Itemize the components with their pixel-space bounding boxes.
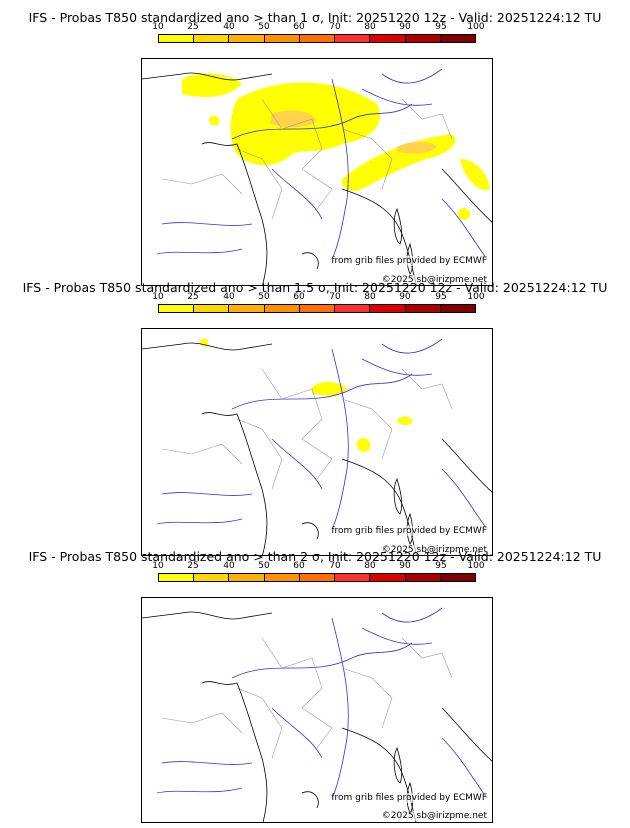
coastlines xyxy=(142,72,492,285)
colorbar-segment xyxy=(440,574,475,581)
probability-fill-high xyxy=(270,110,437,154)
rivers xyxy=(156,68,488,260)
colorbar-tick: 95 xyxy=(435,22,447,32)
map-panel-2: IFS - Probas T850 standardized ano > tha… xyxy=(0,280,630,556)
colorbar-tick: 70 xyxy=(329,292,341,302)
colorbar-tick: 100 xyxy=(467,561,485,571)
colorbar-tick: 60 xyxy=(293,561,305,571)
rivers xyxy=(156,607,488,799)
colorbar-segment xyxy=(405,574,441,581)
colorbar-tick: 80 xyxy=(364,292,376,302)
colorbar-tick: 50 xyxy=(258,561,270,571)
colorbar-segment xyxy=(440,305,475,312)
map-area: from grib files provided by ECMWF ©2025 … xyxy=(141,597,493,823)
colorbar-tick: 70 xyxy=(329,561,341,571)
colorbar-segment xyxy=(335,574,371,581)
colorbar-tick: 90 xyxy=(399,561,411,571)
colorbar-segment xyxy=(194,305,230,312)
colorbar-tick: 70 xyxy=(329,22,341,32)
colorbar-segment xyxy=(335,35,371,42)
map-panel-3: IFS - Probas T850 standardized ano > tha… xyxy=(0,549,630,825)
panel-title: IFS - Probas T850 standardized ano > tha… xyxy=(28,549,602,564)
colorbar-segment xyxy=(229,574,265,581)
colorbar-tick: 90 xyxy=(399,292,411,302)
colorbar-tick: 10 xyxy=(152,22,164,32)
rivers xyxy=(156,338,488,530)
panel-title: IFS - Probas T850 standardized ano > tha… xyxy=(28,10,602,25)
map-svg xyxy=(142,338,492,555)
colorbar-tick: 40 xyxy=(223,292,235,302)
colorbar-segment xyxy=(264,35,300,42)
colorbar-segment xyxy=(194,574,230,581)
colorbar-tick: 25 xyxy=(187,22,199,32)
copyright-credit: ©2025 sb@irizpme.net xyxy=(381,275,487,285)
coastlines xyxy=(142,342,492,555)
colorbar-segment xyxy=(264,305,300,312)
colorbar-tick: 40 xyxy=(223,561,235,571)
colorbar-tick: 10 xyxy=(152,292,164,302)
colorbar-tick: 50 xyxy=(258,22,270,32)
colorbar-segment xyxy=(264,574,300,581)
colorbar-segment xyxy=(299,305,336,312)
colorbar-segment xyxy=(194,35,230,42)
map-area: from grib files provided by ECMWF ©2025 … xyxy=(141,328,493,556)
colorbar xyxy=(158,304,476,313)
map-svg xyxy=(142,68,492,285)
colorbar-segment xyxy=(299,574,336,581)
borders xyxy=(161,637,453,759)
colorbar-tick: 100 xyxy=(467,22,485,32)
colorbar-tick: 90 xyxy=(399,22,411,32)
copyright-credit: ©2025 sb@irizpme.net xyxy=(381,545,487,555)
colorbar-segment xyxy=(229,305,265,312)
colorbar-segment xyxy=(370,305,406,312)
map-svg xyxy=(142,607,492,822)
colorbar-tick: 25 xyxy=(187,292,199,302)
colorbar-segment xyxy=(229,35,265,42)
map-panel-1: IFS - Probas T850 standardized ano > tha… xyxy=(0,10,630,286)
copyright-credit: ©2025 sb@irizpme.net xyxy=(381,811,487,821)
probability-fill xyxy=(200,338,413,452)
colorbar-segment xyxy=(370,574,406,581)
colorbar xyxy=(158,34,476,43)
borders xyxy=(161,98,453,220)
colorbar-tick: 95 xyxy=(435,292,447,302)
colorbar-tick: 60 xyxy=(293,22,305,32)
map-area: from grib files provided by ECMWF ©2025 … xyxy=(141,58,493,286)
colorbar-segment xyxy=(159,35,195,42)
colorbar-tick: 80 xyxy=(364,561,376,571)
colorbar-tick: 80 xyxy=(364,22,376,32)
colorbar-tick: 100 xyxy=(467,292,485,302)
colorbar-segment xyxy=(405,35,441,42)
colorbar xyxy=(158,573,476,582)
colorbar-tick: 40 xyxy=(223,22,235,32)
colorbar-segment xyxy=(405,305,441,312)
colorbar-ticks: 10 25 40 50 60 70 80 90 95 100 xyxy=(152,561,484,573)
source-credit: from grib files provided by ECMWF xyxy=(331,793,487,803)
colorbar-ticks: 10 25 40 50 60 70 80 90 95 100 xyxy=(152,22,484,34)
source-credit: from grib files provided by ECMWF xyxy=(331,256,487,266)
colorbar-ticks: 10 25 40 50 60 70 80 90 95 100 xyxy=(152,292,484,304)
colorbar-segment xyxy=(159,305,195,312)
colorbar-tick: 95 xyxy=(435,561,447,571)
colorbar-segment xyxy=(440,35,475,42)
colorbar-segment xyxy=(370,35,406,42)
colorbar-tick: 25 xyxy=(187,561,199,571)
colorbar-segment xyxy=(335,305,371,312)
colorbar-segment xyxy=(159,574,195,581)
colorbar-tick: 10 xyxy=(152,561,164,571)
source-credit: from grib files provided by ECMWF xyxy=(331,526,487,536)
borders xyxy=(161,368,453,490)
colorbar-tick: 60 xyxy=(293,292,305,302)
colorbar-tick: 50 xyxy=(258,292,270,302)
colorbar-segment xyxy=(299,35,336,42)
panel-title: IFS - Probas T850 standardized ano > tha… xyxy=(22,280,608,295)
